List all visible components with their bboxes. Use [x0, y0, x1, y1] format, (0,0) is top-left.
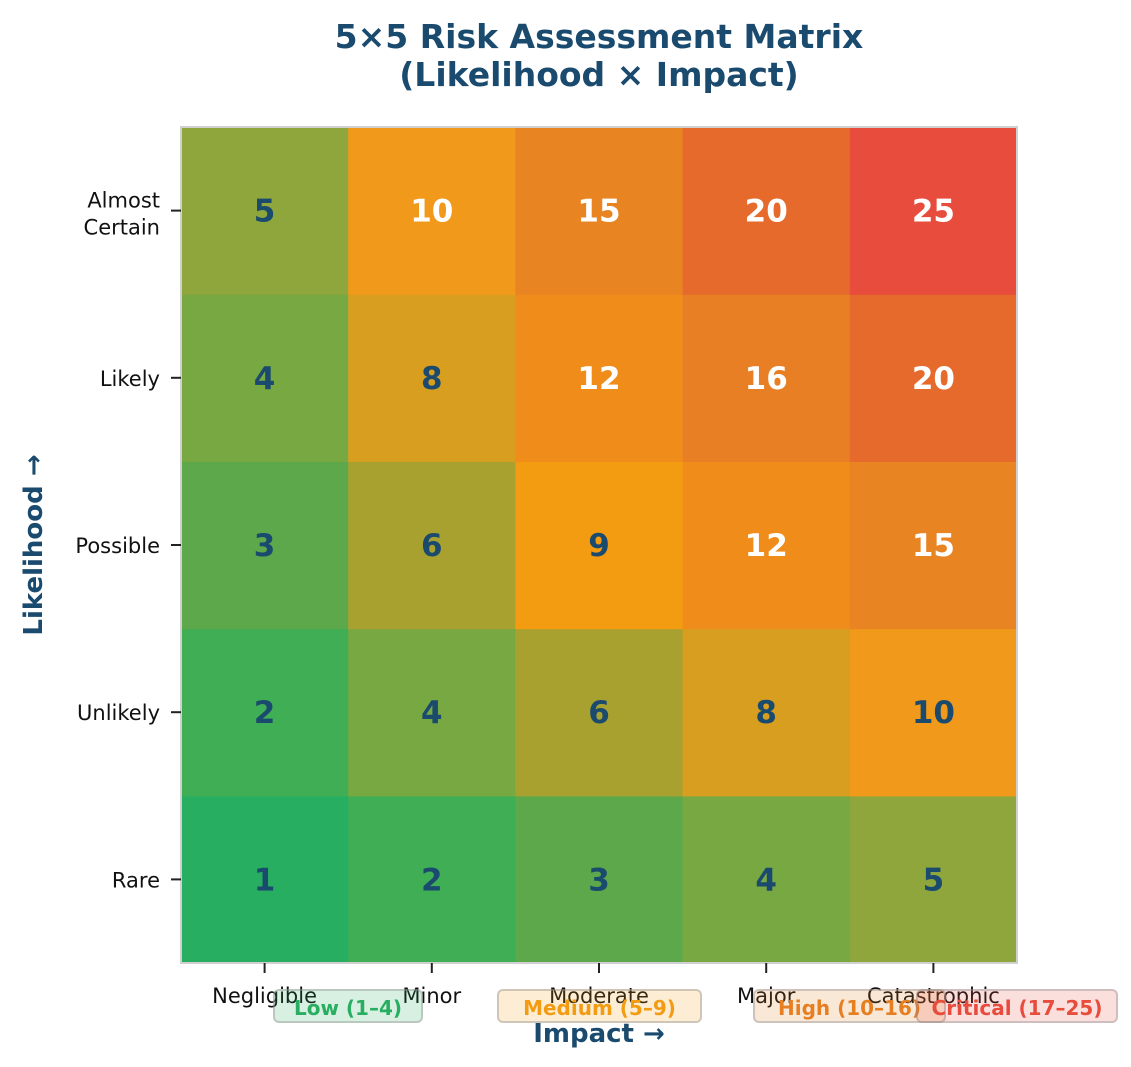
x-axis-label: Impact →: [533, 1019, 665, 1049]
cell-value-label: 10: [912, 695, 955, 731]
heatmap-cell: [682, 294, 851, 462]
heatmap-cell: [682, 628, 851, 797]
heatmap-cell: [181, 294, 349, 462]
y-tick-label: Rare: [112, 868, 160, 892]
heatmap-cell: [181, 127, 349, 295]
heatmap-cell: [515, 294, 684, 462]
heatmap-cell: [682, 461, 851, 630]
cell-value-label: 1: [254, 862, 276, 898]
cell-value-label: 10: [410, 194, 453, 230]
x-tick-label: Negligible: [212, 984, 317, 1008]
heatmap-cell: [181, 795, 349, 964]
heatmap-cell: [682, 127, 851, 295]
heatmap-cell: [849, 628, 1018, 797]
legend-badge: Low (1–4): [273, 989, 423, 1023]
heatmap-cell: [348, 795, 516, 964]
cell-value-label: 4: [421, 695, 443, 731]
heatmap-cell: [515, 461, 684, 630]
cell-value-label: 15: [577, 194, 620, 230]
legend-badge: High (10–16): [753, 989, 946, 1023]
cell-value-label: 5: [923, 862, 945, 898]
heatmap-cell: [348, 628, 516, 797]
cell-value-label: 4: [254, 361, 276, 397]
cell-value-label: 15: [912, 528, 955, 564]
cell-value-label: 20: [745, 194, 788, 230]
cell-value-label: 8: [421, 361, 443, 397]
y-tick-label: Possible: [75, 534, 160, 558]
cell-value-label: 5: [254, 194, 276, 230]
x-tick-label: Minor: [402, 984, 461, 1008]
heatmap-cell: [515, 795, 684, 964]
cell-value-label: 9: [588, 528, 610, 564]
cell-value-label: 2: [254, 695, 276, 731]
cell-value-label: 12: [745, 528, 788, 564]
heatmap-cell: [849, 127, 1018, 295]
cell-value-label: 4: [755, 862, 777, 898]
cell-value-label: 6: [421, 528, 443, 564]
cell-value-label: 20: [912, 361, 955, 397]
axis-ticks: Negligible Minor Moderate Major Catastrophic…: [75, 189, 999, 1008]
heatmap-cell: [181, 461, 349, 630]
x-tick-label: Catastrophic: [867, 984, 1000, 1008]
legend-badge: Medium (5–9): [497, 989, 702, 1023]
heatmap-cell: [849, 461, 1018, 630]
cell-value-label: 25: [912, 194, 955, 230]
legend-badge: Critical (17–25): [916, 989, 1118, 1023]
cell-value-label: 16: [745, 361, 788, 397]
cell-value-label: 6: [588, 695, 610, 731]
heatmap-cell: [682, 795, 851, 964]
heatmap-cell: [348, 294, 516, 462]
cell-value-label: 8: [755, 695, 777, 731]
heatmap-cell: [515, 628, 684, 797]
heatmap-cell: [348, 461, 516, 630]
y-tick-label: Likely: [100, 367, 160, 391]
heatmap-cell: [181, 628, 349, 797]
x-tick-label: Major: [737, 984, 796, 1008]
cell-value-label: 2: [421, 862, 443, 898]
heatmap-cell: [515, 127, 684, 295]
x-tick-label: Moderate: [549, 984, 649, 1008]
y-axis-label: Likelihood →: [19, 454, 49, 635]
heatmap-cell: [348, 127, 516, 295]
cell-value-label: 3: [254, 528, 276, 564]
heatmap-cell: [849, 795, 1018, 964]
y-tick-label: Unlikely: [77, 701, 160, 725]
cell-value-label: 3: [588, 862, 610, 898]
cell-value-label: 12: [577, 361, 620, 397]
chart-title-line-1: 5×5 Risk Assessment Matrix: [334, 17, 864, 56]
y-tick-label: Almost Certain: [84, 189, 160, 240]
heatmap-cell: [849, 294, 1018, 462]
heatmap-cells: 1 2 3 4 52 4 6 8 103 6 9 12 154 8 12 16 205 10 15 20 25: [181, 127, 1018, 964]
chart-title-line-2: (Likelihood × Impact): [399, 55, 799, 94]
